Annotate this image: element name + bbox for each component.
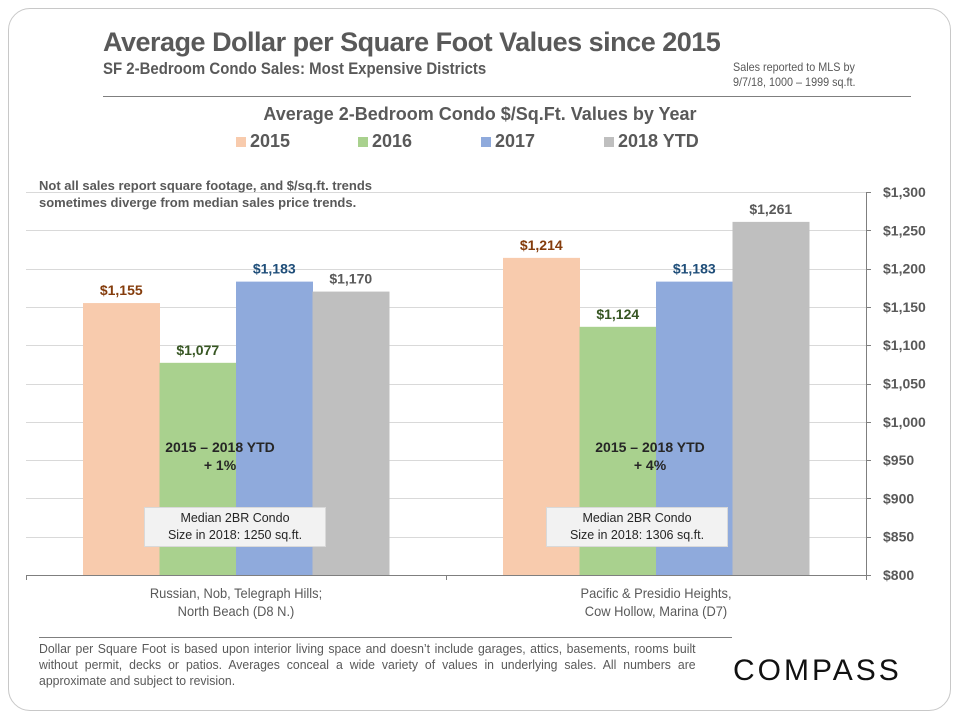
y-tick-label: $1,250 xyxy=(883,222,926,238)
y-tick-label: $1,300 xyxy=(883,184,926,200)
data-label-2015: $1,155 xyxy=(100,282,143,298)
data-label-2018-ytd: $1,261 xyxy=(749,201,792,217)
legend-label-2018-ytd: 2018 YTD xyxy=(618,131,699,151)
caveat-line2: sometimes diverge from median sales pric… xyxy=(39,195,357,210)
bar-2018-ytd xyxy=(732,221,810,575)
chart-title: Average 2-Bedroom Condo $/Sq.Ft. Values … xyxy=(263,104,697,124)
data-label-2017: $1,183 xyxy=(673,261,716,277)
data-source-note-line2: 9/7/18, 1000 – 1999 sq.ft. xyxy=(733,75,856,89)
data-label-2017: $1,183 xyxy=(253,261,296,277)
y-tick-label: $800 xyxy=(883,567,914,583)
legend-swatch-2015 xyxy=(236,136,246,147)
change-percent: + 1% xyxy=(203,457,237,473)
legend-label-2015: 2015 xyxy=(250,131,291,151)
caveat-note: Not all sales report square footage, and… xyxy=(39,177,372,211)
median-size-box-d7: Median 2BR Condo Size in 2018: 1306 sq.f… xyxy=(546,507,728,547)
compass-logo: COMPASS xyxy=(733,654,902,687)
category-label-line1: Pacific & Presidio Heights, xyxy=(580,585,732,601)
median-size-value: Size in 2018: 1250 sq.ft. xyxy=(167,528,303,542)
legend-item-2017: 2017 xyxy=(481,131,535,152)
data-label-2015: $1,214 xyxy=(520,237,563,253)
y-tick-label: $1,000 xyxy=(883,414,926,430)
header-divider xyxy=(103,96,911,97)
page-subtitle: SF 2-Bedroom Condo Sales: Most Expensive… xyxy=(103,59,487,78)
legend-swatch-2017 xyxy=(481,136,491,147)
data-label-2016: $1,124 xyxy=(596,306,639,322)
data-label-2016: $1,077 xyxy=(176,342,219,358)
y-tick-label: $950 xyxy=(883,452,914,468)
legend-item-2015: 2015 xyxy=(236,131,290,152)
category-label-d8: Russian, Nob, Telegraph Hills; North Bea… xyxy=(98,584,374,620)
category-label-line2: Cow Hollow, Marina (D7) xyxy=(584,603,728,619)
median-size-box-d8: Median 2BR Condo Size in 2018: 1250 sq.f… xyxy=(144,507,326,547)
y-tick-label: $850 xyxy=(883,529,914,545)
median-size-value: Size in 2018: 1306 sq.ft. xyxy=(569,528,705,542)
data-label-2018-ytd: $1,170 xyxy=(329,271,372,287)
data-source-note-line1: Sales reported to MLS by xyxy=(733,60,855,74)
legend-label-2017: 2017 xyxy=(495,131,536,151)
change-percent: + 4% xyxy=(633,457,667,473)
category-label-d7: Pacific & Presidio Heights, Cow Hollow, … xyxy=(518,584,794,620)
caveat-line1: Not all sales report square footage, and… xyxy=(39,178,373,193)
change-period: 2015 – 2018 YTD xyxy=(165,439,275,455)
legend-item-2018-ytd: 2018 YTD xyxy=(604,131,699,152)
change-annotation-d7: 2015 – 2018 YTD + 4% xyxy=(580,438,720,474)
y-tick-label: $1,050 xyxy=(883,376,926,392)
y-tick-label: $1,150 xyxy=(883,299,926,315)
page-title: Average Dollar per Square Foot Values si… xyxy=(103,27,721,57)
change-period: 2015 – 2018 YTD xyxy=(595,439,705,455)
median-size-label: Median 2BR Condo xyxy=(582,511,692,525)
footer-divider xyxy=(39,637,732,638)
legend-swatch-2018-ytd xyxy=(604,136,614,147)
y-tick-label: $1,200 xyxy=(883,261,926,277)
legend-item-2016: 2016 xyxy=(358,131,412,152)
y-tick-label: $900 xyxy=(883,490,914,506)
slide-frame xyxy=(8,8,951,711)
change-annotation-d8: 2015 – 2018 YTD + 1% xyxy=(150,438,290,474)
median-size-label: Median 2BR Condo xyxy=(180,511,290,525)
legend-swatch-2016 xyxy=(358,136,368,147)
category-label-line2: North Beach (D8 N.) xyxy=(177,603,295,619)
chart-legend: 2015 2016 2017 2018 YTD xyxy=(0,131,960,153)
footnote: Dollar per Square Foot is based upon int… xyxy=(39,642,696,688)
category-label-line1: Russian, Nob, Telegraph Hills; xyxy=(149,585,323,601)
y-tick-label: $1,100 xyxy=(883,337,926,353)
legend-label-2016: 2016 xyxy=(372,131,413,151)
data-source-note: Sales reported to MLS by 9/7/18, 1000 – … xyxy=(733,60,855,90)
